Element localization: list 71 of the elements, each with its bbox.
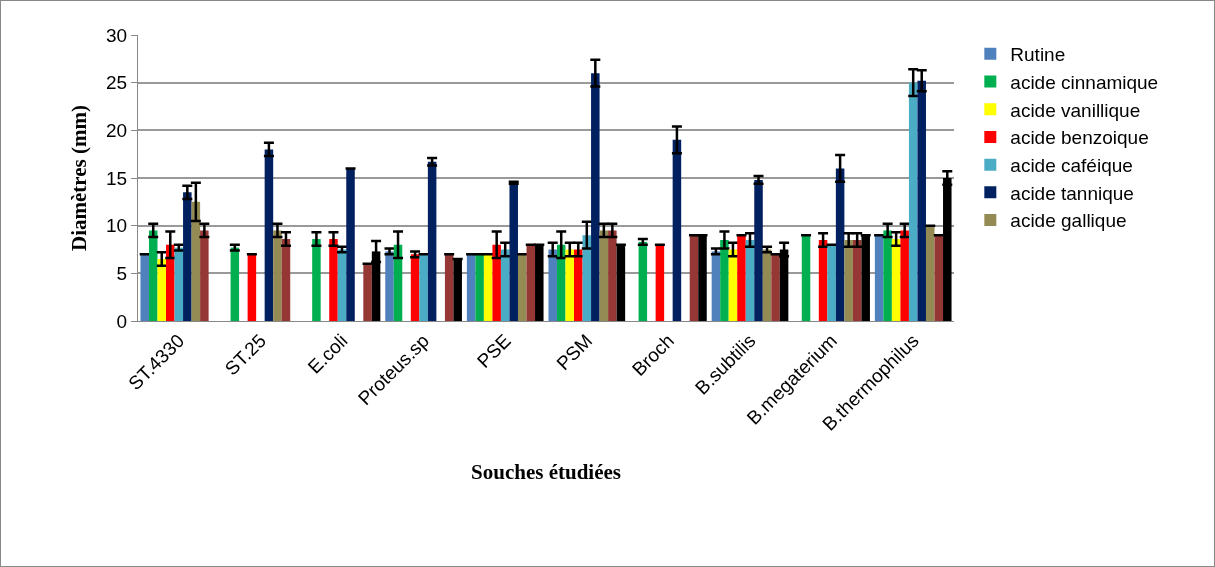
- bar: [934, 235, 944, 321]
- y-tick-label: 5: [116, 262, 128, 284]
- legend-label: acide gallique: [1010, 210, 1127, 232]
- y-axis-title: Diamètres (mm): [67, 105, 91, 251]
- bar: [608, 230, 617, 321]
- bar: [844, 239, 853, 321]
- bar: [427, 161, 437, 321]
- bar: [466, 254, 476, 321]
- bar: [329, 239, 338, 321]
- bar: [183, 192, 192, 321]
- y-tick-label: 10: [106, 215, 128, 237]
- bar: [483, 254, 493, 321]
- bar: [917, 80, 926, 321]
- bar: [574, 249, 583, 321]
- bar: [509, 182, 518, 321]
- y-tick-label: 0: [116, 310, 128, 332]
- bar: [535, 244, 544, 321]
- bar: [908, 82, 918, 321]
- bar: [827, 244, 836, 321]
- bar: [638, 241, 648, 321]
- bar: [475, 254, 484, 321]
- bar: [264, 149, 274, 321]
- y-tick-label: 15: [106, 167, 128, 189]
- legend-label: Rutine: [1010, 44, 1066, 66]
- bar: [835, 168, 845, 321]
- bar: [591, 73, 600, 321]
- bar: [548, 249, 557, 321]
- bar: [883, 230, 892, 321]
- bar: [526, 244, 536, 321]
- bar: [157, 259, 167, 321]
- bar: [453, 259, 462, 321]
- bar: [312, 239, 321, 321]
- bar: [925, 225, 935, 321]
- bar: [444, 254, 454, 321]
- bar: [616, 244, 626, 321]
- bar: [385, 251, 394, 321]
- bar: [655, 244, 665, 321]
- bar: [689, 235, 699, 321]
- bar: [711, 251, 721, 321]
- bar: [900, 230, 909, 321]
- bar: [410, 254, 420, 321]
- bar: [247, 254, 257, 321]
- bar: [273, 230, 282, 321]
- bar: [754, 179, 763, 321]
- bar: [517, 254, 527, 321]
- legend-label: acide vanillique: [1010, 99, 1141, 121]
- y-tick-label: 25: [106, 72, 128, 94]
- bar: [874, 235, 884, 321]
- y-tick-label: 20: [106, 119, 128, 141]
- legend-label: acide cinnamique: [1010, 71, 1159, 93]
- y-tick-label: 30: [106, 24, 128, 46]
- x-axis-title: Souches étudiées: [471, 459, 621, 484]
- legend-label: acide benzoique: [1010, 127, 1149, 149]
- bar: [166, 244, 175, 321]
- bar: [801, 235, 811, 321]
- bar: [698, 235, 707, 321]
- bar: [672, 139, 682, 321]
- bar: [771, 254, 780, 321]
- bar: [148, 230, 158, 321]
- bar: [492, 244, 501, 321]
- bar: [720, 239, 729, 321]
- legend-label: acide tannique: [1010, 182, 1134, 204]
- bar: [346, 168, 355, 321]
- bar: [200, 230, 209, 321]
- legend-label: acide caféique: [1010, 155, 1133, 177]
- bar: [363, 263, 372, 321]
- bar: [140, 254, 149, 321]
- bar: [599, 230, 609, 321]
- bar: [419, 254, 428, 321]
- bar: [737, 235, 746, 321]
- bar: [565, 249, 575, 321]
